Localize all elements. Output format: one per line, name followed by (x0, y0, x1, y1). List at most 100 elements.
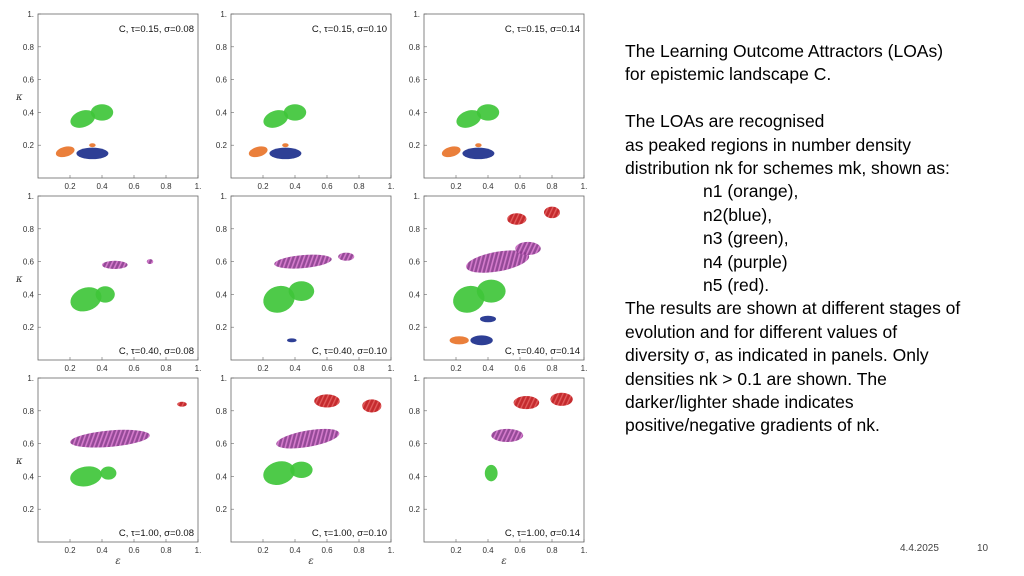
x-tick-label: 1. (388, 546, 395, 555)
y-tick-label: 0.4 (23, 108, 35, 117)
y-tick-label: 0.8 (216, 407, 228, 416)
x-tick-label: 0.4 (96, 364, 108, 373)
x-tick-label: 1. (388, 364, 395, 373)
x-tick-label: 0.4 (289, 546, 301, 555)
y-tick-label: 0.4 (23, 290, 35, 299)
x-tick-label: 1. (581, 364, 588, 373)
y-tick-label: 1. (413, 374, 420, 383)
y-tick-label: 1. (220, 374, 227, 383)
loa-region-purple (274, 254, 332, 269)
loa-region-green (456, 110, 482, 128)
y-tick-label: 0.4 (409, 108, 421, 117)
desc-line: The LOAs are recognised (625, 111, 825, 132)
x-tick-label: 1. (388, 182, 395, 191)
x-tick-label: 0.6 (321, 364, 333, 373)
x-tick-label: 0.8 (353, 364, 365, 373)
desc-line: for epistemic landscape C. (625, 64, 832, 85)
x-tick-label: 0.6 (514, 546, 526, 555)
y-tick-label: 1. (27, 192, 34, 201)
panel-label: C, τ=1.00, σ=0.10 (312, 528, 387, 539)
panel-label: C, τ=1.00, σ=0.14 (505, 528, 580, 539)
legend-item-orange: n1 (orange), (703, 181, 799, 202)
loa-region-purple (102, 260, 128, 269)
y-tick-label: 0.2 (23, 505, 35, 514)
legend-item-blue: n2(blue), (703, 204, 773, 225)
y-tick-label: 0.6 (409, 440, 421, 449)
x-tick-label: 0.8 (160, 364, 172, 373)
y-tick-label: 0.4 (216, 472, 228, 481)
loa-region-blue (287, 338, 297, 343)
y-tick-label: 0.2 (409, 323, 421, 332)
loa-region-blue (462, 147, 495, 160)
panel-label: C, τ=0.15, σ=0.10 (312, 24, 387, 35)
y-axis-label: κ (15, 92, 23, 103)
x-tick-label: 0.8 (546, 546, 558, 555)
x-tick-label: 0.2 (257, 546, 269, 555)
x-tick-label: 0.4 (289, 364, 301, 373)
loa-region-green (476, 104, 500, 121)
y-tick-label: 0.4 (216, 290, 228, 299)
x-tick-label: 0.4 (289, 182, 301, 191)
x-tick-label: 0.2 (257, 364, 269, 373)
desc-line: The Learning Outcome Attractors (LOAs) (625, 41, 944, 61)
loa-region-green (283, 104, 307, 121)
x-tick-label: 0.8 (160, 182, 172, 191)
x-tick-label: 1. (195, 546, 202, 555)
loa-region-purple (515, 241, 541, 256)
x-tick-label: 0.2 (450, 546, 462, 555)
loa-region-green (90, 104, 114, 121)
panel-label: C, τ=1.00, σ=0.08 (119, 528, 194, 539)
loa-region-orange (282, 143, 289, 148)
x-tick-label: 0.6 (321, 546, 333, 555)
loa-region-green (263, 285, 295, 313)
panel-label: C, τ=0.15, σ=0.08 (119, 24, 194, 35)
loa-region-green (70, 466, 102, 487)
x-tick-label: 0.4 (482, 546, 494, 555)
y-tick-label: 0.4 (23, 472, 35, 481)
y-tick-label: 0.2 (216, 323, 228, 332)
loa-region-orange (475, 143, 482, 148)
legend-item-red: n5 (red). (703, 275, 770, 296)
loa-region-green (453, 285, 485, 313)
figure-panel: 0.2 0.2 0.4 0.4 0.6 0.6 0.8 0.8 1. 1. C, τ=0.15, σ… (216, 10, 394, 191)
loa-region-red (513, 396, 540, 410)
y-tick-label: 0.4 (409, 472, 421, 481)
loa-region-green (263, 461, 295, 485)
figure-panel: 0.2 0.2 0.4 0.4 0.6 0.6 0.8 0.8 1. 1. ε C, τ=1.00, … (216, 374, 394, 567)
y-tick-label: 0.2 (409, 141, 421, 150)
y-tick-label: 0.8 (23, 225, 35, 234)
loa-region-green (95, 286, 115, 303)
y-tick-label: 0.8 (216, 225, 228, 234)
x-tick-label: 0.4 (482, 182, 494, 191)
y-tick-label: 0.8 (409, 225, 421, 234)
y-tick-label: 0.6 (23, 440, 35, 449)
desc-line: positive/negative gradients of nk. (625, 415, 880, 436)
loa-region-orange (441, 146, 461, 158)
loa-region-blue (269, 147, 302, 160)
loa-region-purple (466, 250, 530, 273)
y-tick-label: 0.2 (409, 505, 421, 514)
y-tick-label: 1. (27, 374, 34, 383)
loa-region-green (70, 110, 96, 128)
loa-region-red (177, 401, 187, 407)
y-tick-label: 1. (27, 10, 34, 19)
panel-label: C, τ=0.15, σ=0.14 (505, 24, 580, 35)
y-tick-label: 1. (220, 192, 227, 201)
figure-panel: 0.2 0.2 0.4 0.4 0.6 0.6 0.8 0.8 1. 1. C, τ=0.15, σ… (409, 10, 587, 191)
x-axis-label: ε (115, 556, 120, 567)
y-tick-label: 0.2 (216, 141, 228, 150)
panel-frame (230, 195, 392, 361)
loa-region-orange (449, 336, 469, 345)
x-tick-label: 0.6 (514, 364, 526, 373)
y-tick-label: 0.6 (23, 76, 35, 85)
x-tick-label: 0.2 (64, 182, 76, 191)
desc-line: distribution nk for schemes mk, shown as… (625, 158, 950, 179)
y-axis-label: κ (15, 456, 23, 467)
x-tick-label: 0.2 (64, 546, 76, 555)
desc-line: diversity σ, as indicated in panels. Onl… (625, 345, 929, 366)
x-tick-label: 1. (195, 182, 202, 191)
loa-region-green (70, 287, 102, 312)
loa-region-blue (480, 315, 496, 323)
figure-panel: 0.2 0.2 0.4 0.4 0.6 0.6 0.8 0.8 1. 1. ε C, τ=1.00, … (409, 374, 587, 567)
x-tick-label: 0.8 (546, 364, 558, 373)
